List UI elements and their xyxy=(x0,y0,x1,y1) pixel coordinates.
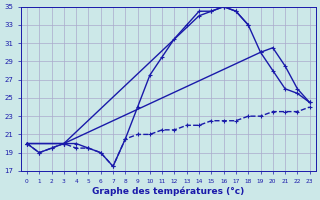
X-axis label: Graphe des températures (°c): Graphe des températures (°c) xyxy=(92,186,244,196)
